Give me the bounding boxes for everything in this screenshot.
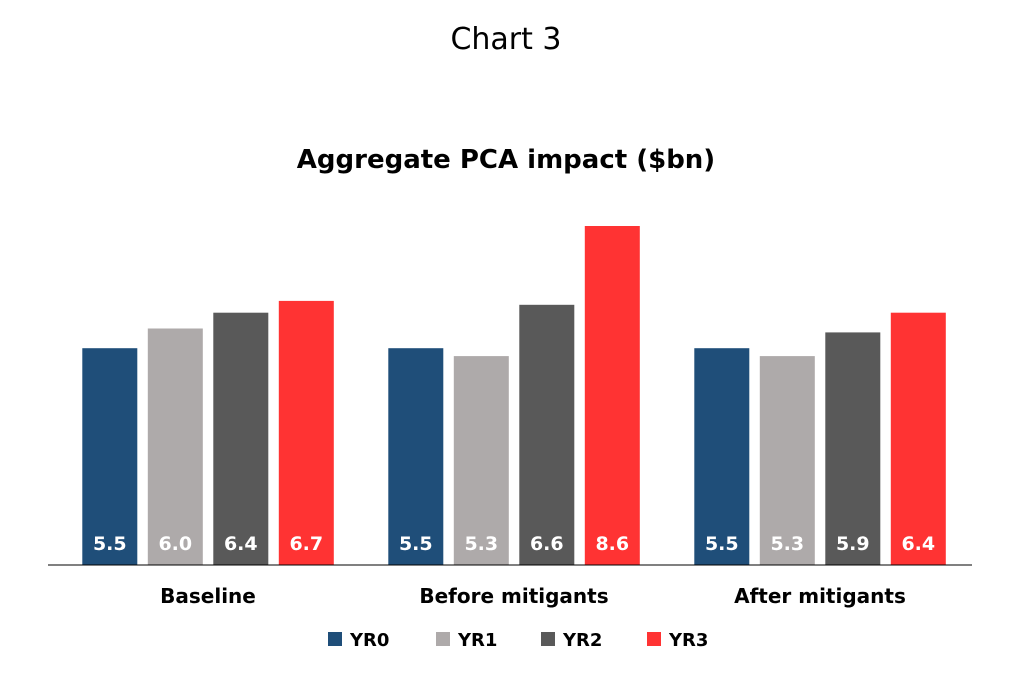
value-label-before-mitigants-yr1: 5.3 [464, 533, 498, 555]
bar-before-mitigants-yr1 [453, 356, 509, 565]
value-label-baseline-yr1: 6.0 [158, 533, 192, 555]
bar-before-mitigants-yr0 [388, 348, 444, 565]
category-label-after-mitigants: After mitigants [734, 584, 906, 608]
value-label-before-mitigants-yr0: 5.5 [399, 533, 433, 555]
value-label-baseline-yr3: 6.7 [289, 533, 323, 555]
value-labels-group: 5.5 6.0 6.4 6.7 5.5 5.3 6.6 8.6 5.5 5.3 5.9 6.4 [93, 533, 935, 555]
bar-before-mitigants-yr3 [584, 226, 640, 565]
bar-after-mitigants-yr0 [694, 348, 750, 565]
legend-label-yr3: YR3 [668, 630, 708, 651]
page-header-title: Chart 3 [450, 22, 562, 57]
legend-label-yr1: YR1 [457, 630, 497, 651]
bar-baseline-yr1 [147, 328, 203, 565]
legend-label-yr0: YR0 [349, 630, 389, 651]
legend-swatch-yr0 [328, 632, 342, 646]
bars-group [82, 226, 946, 565]
chart-title: Aggregate PCA impact ($bn) [297, 145, 715, 175]
legend-label-yr2: YR2 [562, 630, 602, 651]
bar-after-mitigants-yr3 [890, 312, 946, 565]
category-label-baseline: Baseline [160, 584, 256, 608]
bar-baseline-yr2 [213, 312, 269, 565]
legend-swatch-yr3 [647, 632, 661, 646]
category-labels-group: Baseline Before mitigants After mitigants [160, 584, 906, 608]
bar-baseline-yr3 [278, 300, 334, 565]
value-label-after-mitigants-yr1: 5.3 [770, 533, 804, 555]
value-label-after-mitigants-yr2: 5.9 [836, 533, 870, 555]
legend-swatch-yr1 [436, 632, 450, 646]
category-label-before-mitigants: Before mitigants [419, 584, 608, 608]
value-label-before-mitigants-yr2: 6.6 [530, 533, 564, 555]
value-label-baseline-yr2: 6.4 [224, 533, 258, 555]
value-label-before-mitigants-yr3: 8.6 [595, 533, 629, 555]
legend: YR0 YR1 YR2 YR3 [328, 630, 708, 651]
value-label-after-mitigants-yr3: 6.4 [901, 533, 935, 555]
legend-swatch-yr2 [541, 632, 555, 646]
value-label-after-mitigants-yr0: 5.5 [705, 533, 739, 555]
bar-baseline-yr0 [82, 348, 138, 565]
bar-after-mitigants-yr1 [759, 356, 815, 565]
bar-after-mitigants-yr2 [825, 332, 881, 565]
bar-before-mitigants-yr2 [519, 304, 575, 565]
value-label-baseline-yr0: 5.5 [93, 533, 127, 555]
